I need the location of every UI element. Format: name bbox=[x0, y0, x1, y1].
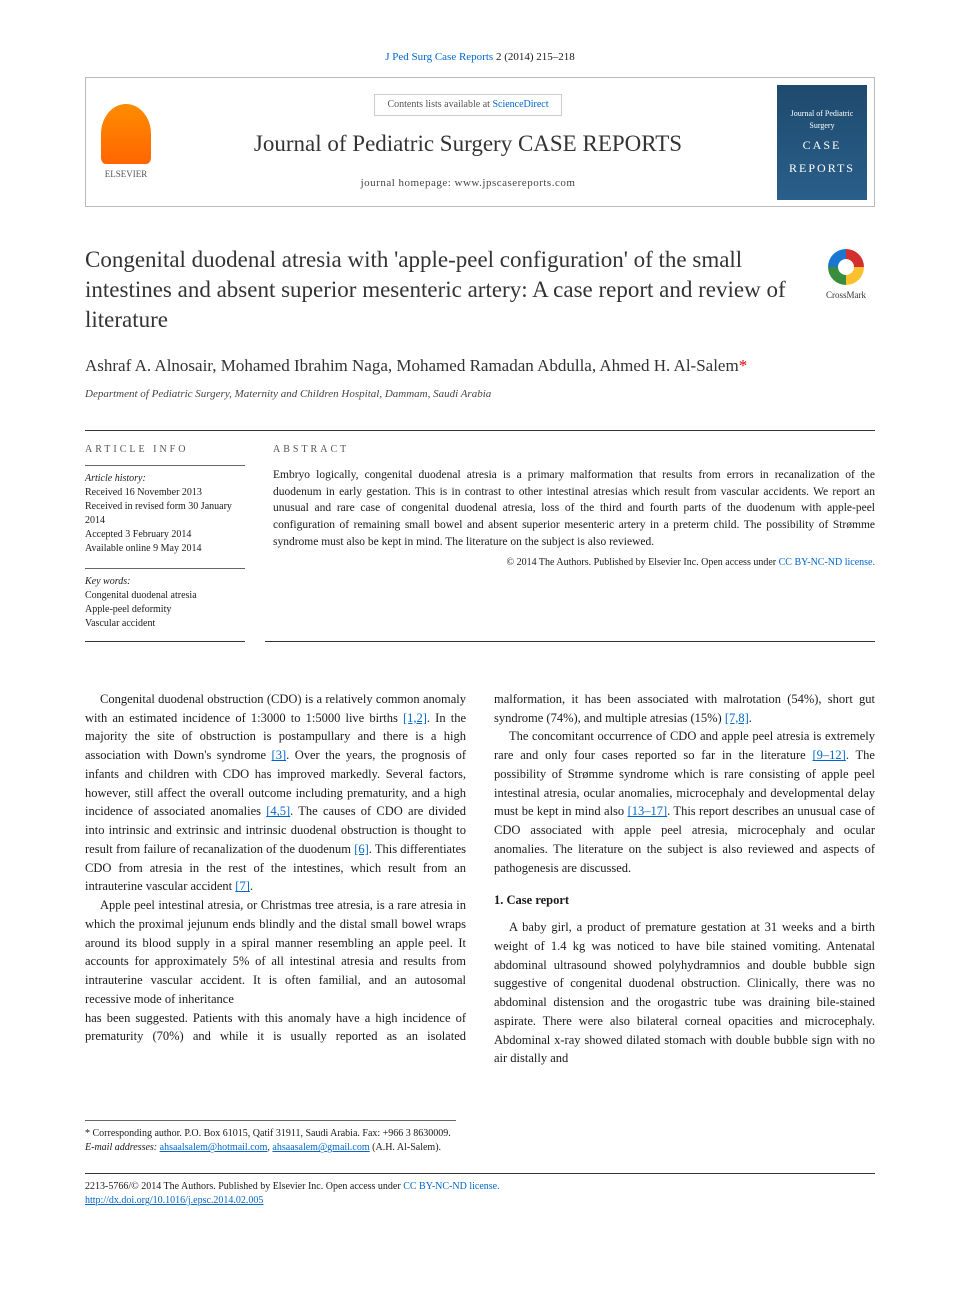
crossmark-badge[interactable]: CrossMark bbox=[817, 249, 875, 302]
citation-journal: J Ped Surg Case Reports bbox=[385, 51, 493, 63]
corresponding-star: * bbox=[739, 356, 748, 375]
ref-link[interactable]: [13–17] bbox=[628, 804, 668, 818]
page-container: J Ped Surg Case Reports 2 (2014) 215–218… bbox=[0, 0, 960, 1248]
info-heading: ARTICLE INFO bbox=[85, 443, 245, 457]
citation-line: J Ped Surg Case Reports 2 (2014) 215–218 bbox=[85, 50, 875, 65]
cc-license-link-footer[interactable]: CC BY-NC-ND license. bbox=[403, 1181, 499, 1192]
abstract-text: Embryo logically, congenital duodenal at… bbox=[273, 467, 875, 550]
paragraph: Congenital duodenal obstruction (CDO) is… bbox=[85, 690, 466, 896]
email-line: E-mail addresses: ahsaalsalem@hotmail.co… bbox=[85, 1141, 456, 1155]
journal-header: ELSEVIER Contents lists available at Sci… bbox=[85, 77, 875, 207]
paragraph: A baby girl, a product of premature gest… bbox=[494, 918, 875, 1068]
ref-link[interactable]: [1,2] bbox=[403, 711, 427, 725]
article-history: Article history: Received 16 November 20… bbox=[85, 465, 245, 556]
journal-cover-thumb[interactable]: Journal of Pediatric Surgery CASE REPORT… bbox=[777, 85, 867, 200]
keywords-block: Key words: Congenital duodenal atresia A… bbox=[85, 568, 245, 631]
ref-link[interactable]: [4,5] bbox=[266, 804, 290, 818]
abstract-column: ABSTRACT Embryo logically, congenital du… bbox=[265, 431, 875, 642]
section-heading: 1. Case report bbox=[494, 891, 875, 910]
authors-list: Ashraf A. Alnosair, Mohamed Ibrahim Naga… bbox=[85, 353, 875, 379]
title-block: Congenital duodenal atresia with 'apple-… bbox=[85, 245, 875, 335]
contents-available: Contents lists available at ScienceDirec… bbox=[374, 94, 561, 116]
article-title: Congenital duodenal atresia with 'apple-… bbox=[85, 245, 797, 335]
body-text: Congenital duodenal obstruction (CDO) is… bbox=[85, 690, 875, 1068]
journal-homepage: journal homepage: www.jpscasereports.com bbox=[166, 176, 770, 191]
info-abstract-row: ARTICLE INFO Article history: Received 1… bbox=[85, 430, 875, 642]
citation-vol: 2 (2014) 215–218 bbox=[496, 51, 575, 63]
email-link[interactable]: ahsaasalem@gmail.com bbox=[272, 1142, 369, 1153]
journal-name: Journal of Pediatric Surgery CASE REPORT… bbox=[166, 128, 770, 160]
ref-link[interactable]: [7] bbox=[235, 879, 250, 893]
email-link[interactable]: ahsaalsalem@hotmail.com bbox=[160, 1142, 268, 1153]
doi-link[interactable]: http://dx.doi.org/10.1016/j.epsc.2014.02… bbox=[85, 1195, 263, 1206]
abstract-copyright: © 2014 The Authors. Published by Elsevie… bbox=[273, 556, 875, 570]
ref-link[interactable]: [7,8] bbox=[725, 711, 749, 725]
cc-license-link[interactable]: CC BY-NC-ND license. bbox=[779, 557, 875, 568]
header-center: Contents lists available at ScienceDirec… bbox=[166, 94, 770, 192]
crossmark-icon bbox=[828, 249, 864, 285]
elsevier-tree-icon bbox=[101, 104, 151, 164]
abstract-heading: ABSTRACT bbox=[273, 443, 875, 457]
ref-link[interactable]: [3] bbox=[272, 748, 287, 762]
sciencedirect-link[interactable]: ScienceDirect bbox=[492, 99, 548, 110]
affiliation: Department of Pediatric Surgery, Materni… bbox=[85, 387, 875, 402]
ref-link[interactable]: [9–12] bbox=[813, 748, 846, 762]
crossmark-label: CrossMark bbox=[817, 289, 875, 302]
paragraph: The concomitant occurrence of CDO and ap… bbox=[494, 727, 875, 877]
elsevier-logo[interactable]: ELSEVIER bbox=[86, 96, 166, 189]
corresponding-footnote: * Corresponding author. P.O. Box 61015, … bbox=[85, 1120, 456, 1155]
paragraph: Apple peel intestinal atresia, or Christ… bbox=[85, 896, 466, 1009]
elsevier-label: ELSEVIER bbox=[105, 168, 148, 181]
article-info-column: ARTICLE INFO Article history: Received 1… bbox=[85, 431, 265, 642]
ref-link[interactable]: [6] bbox=[354, 842, 369, 856]
homepage-url[interactable]: www.jpscasereports.com bbox=[455, 177, 576, 189]
page-footer: 2213-5766/© 2014 The Authors. Published … bbox=[85, 1173, 875, 1208]
